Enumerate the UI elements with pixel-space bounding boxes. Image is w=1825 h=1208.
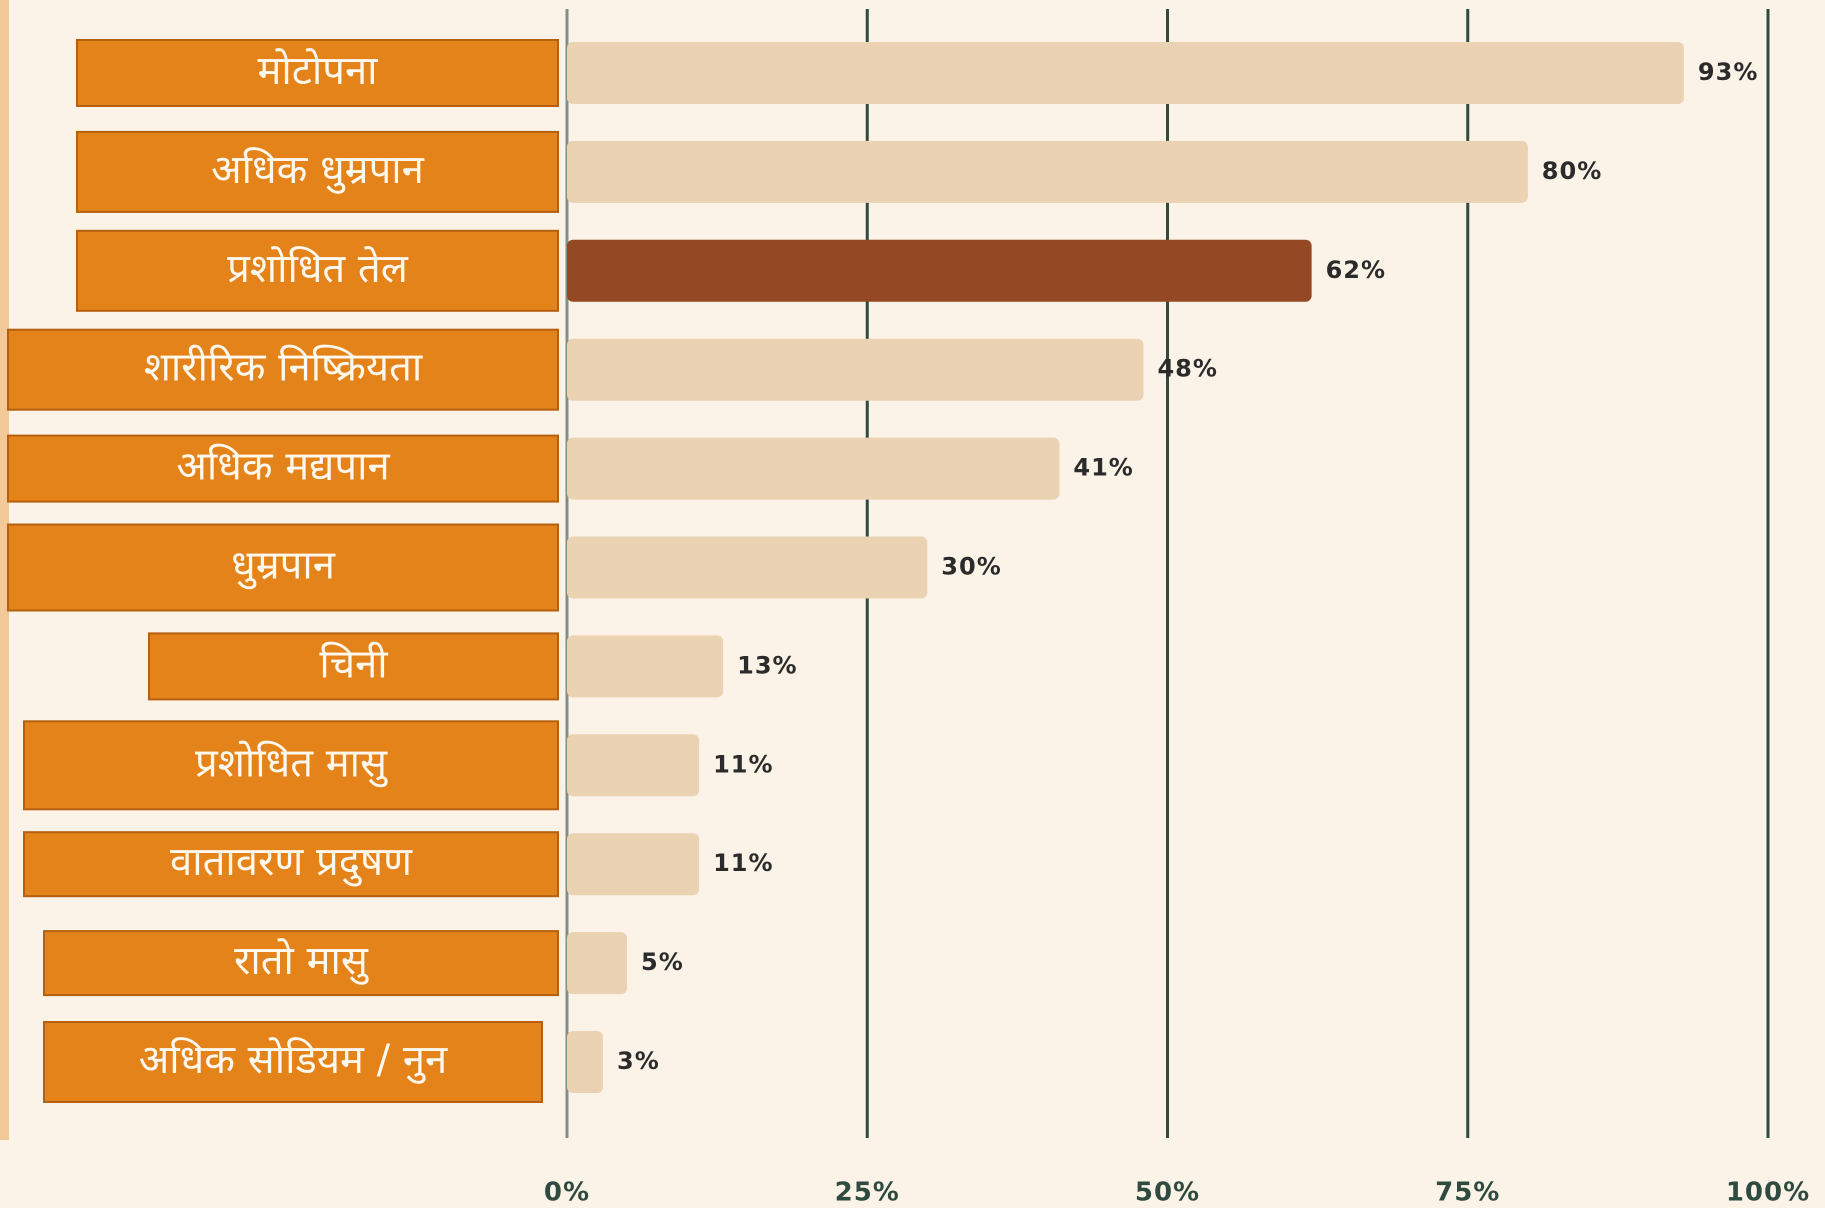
category-box	[43, 930, 559, 997]
value-label: 62%	[1326, 256, 1386, 284]
category-label: अधिक धुम्रपान	[211, 147, 425, 194]
category-label: मोटोपना	[257, 48, 378, 94]
x-tick-label: 100%	[1726, 1178, 1810, 1208]
category-label: रातो मासु	[234, 938, 369, 985]
category-label: अधिक सोडियम / नुन	[139, 1037, 448, 1084]
category-box	[7, 434, 559, 503]
bar	[567, 1031, 604, 1093]
category-label: प्रशोधित मासु	[195, 740, 388, 787]
bar	[567, 734, 700, 797]
bar	[567, 536, 928, 599]
value-label: 13%	[737, 651, 797, 679]
category-label: वातावरण प्रदुषण	[170, 839, 413, 887]
value-label: 11%	[713, 750, 773, 778]
category-box	[43, 1021, 543, 1103]
edge-strip	[0, 0, 9, 1140]
category-label: चिनी	[319, 641, 388, 687]
category-box	[7, 328, 559, 411]
category-box	[76, 130, 559, 213]
x-tick-label: 75%	[1435, 1178, 1500, 1208]
category-label: प्रशोधित तेल	[227, 246, 409, 292]
bar	[567, 437, 1060, 500]
value-label: 48%	[1157, 355, 1217, 383]
value-label: 41%	[1073, 454, 1133, 482]
category-box	[76, 39, 559, 107]
bar	[567, 932, 628, 995]
category-box	[148, 632, 559, 701]
x-tick-label: 50%	[1135, 1178, 1200, 1208]
category-label: शारीरिक निष्क्रियता	[144, 345, 423, 391]
value-label: 93%	[1698, 58, 1758, 86]
value-label: 11%	[713, 849, 773, 877]
category-label: धुम्रपान	[231, 543, 336, 590]
bar	[567, 635, 724, 698]
bar	[567, 140, 1528, 203]
category-box	[23, 720, 559, 811]
bar	[567, 338, 1144, 401]
value-label: 30%	[941, 553, 1001, 581]
value-label: 5%	[641, 948, 684, 976]
category-box	[23, 831, 559, 898]
bar	[567, 833, 700, 896]
value-label: 3%	[617, 1047, 660, 1075]
bar	[567, 42, 1684, 104]
category-box	[76, 229, 559, 312]
category-label: अधिक मद्यपान	[176, 444, 390, 490]
value-label: 80%	[1542, 157, 1602, 185]
category-box	[7, 523, 559, 612]
x-tick-label: 0%	[544, 1178, 590, 1208]
x-tick-label: 25%	[835, 1178, 900, 1208]
bar	[567, 239, 1312, 302]
